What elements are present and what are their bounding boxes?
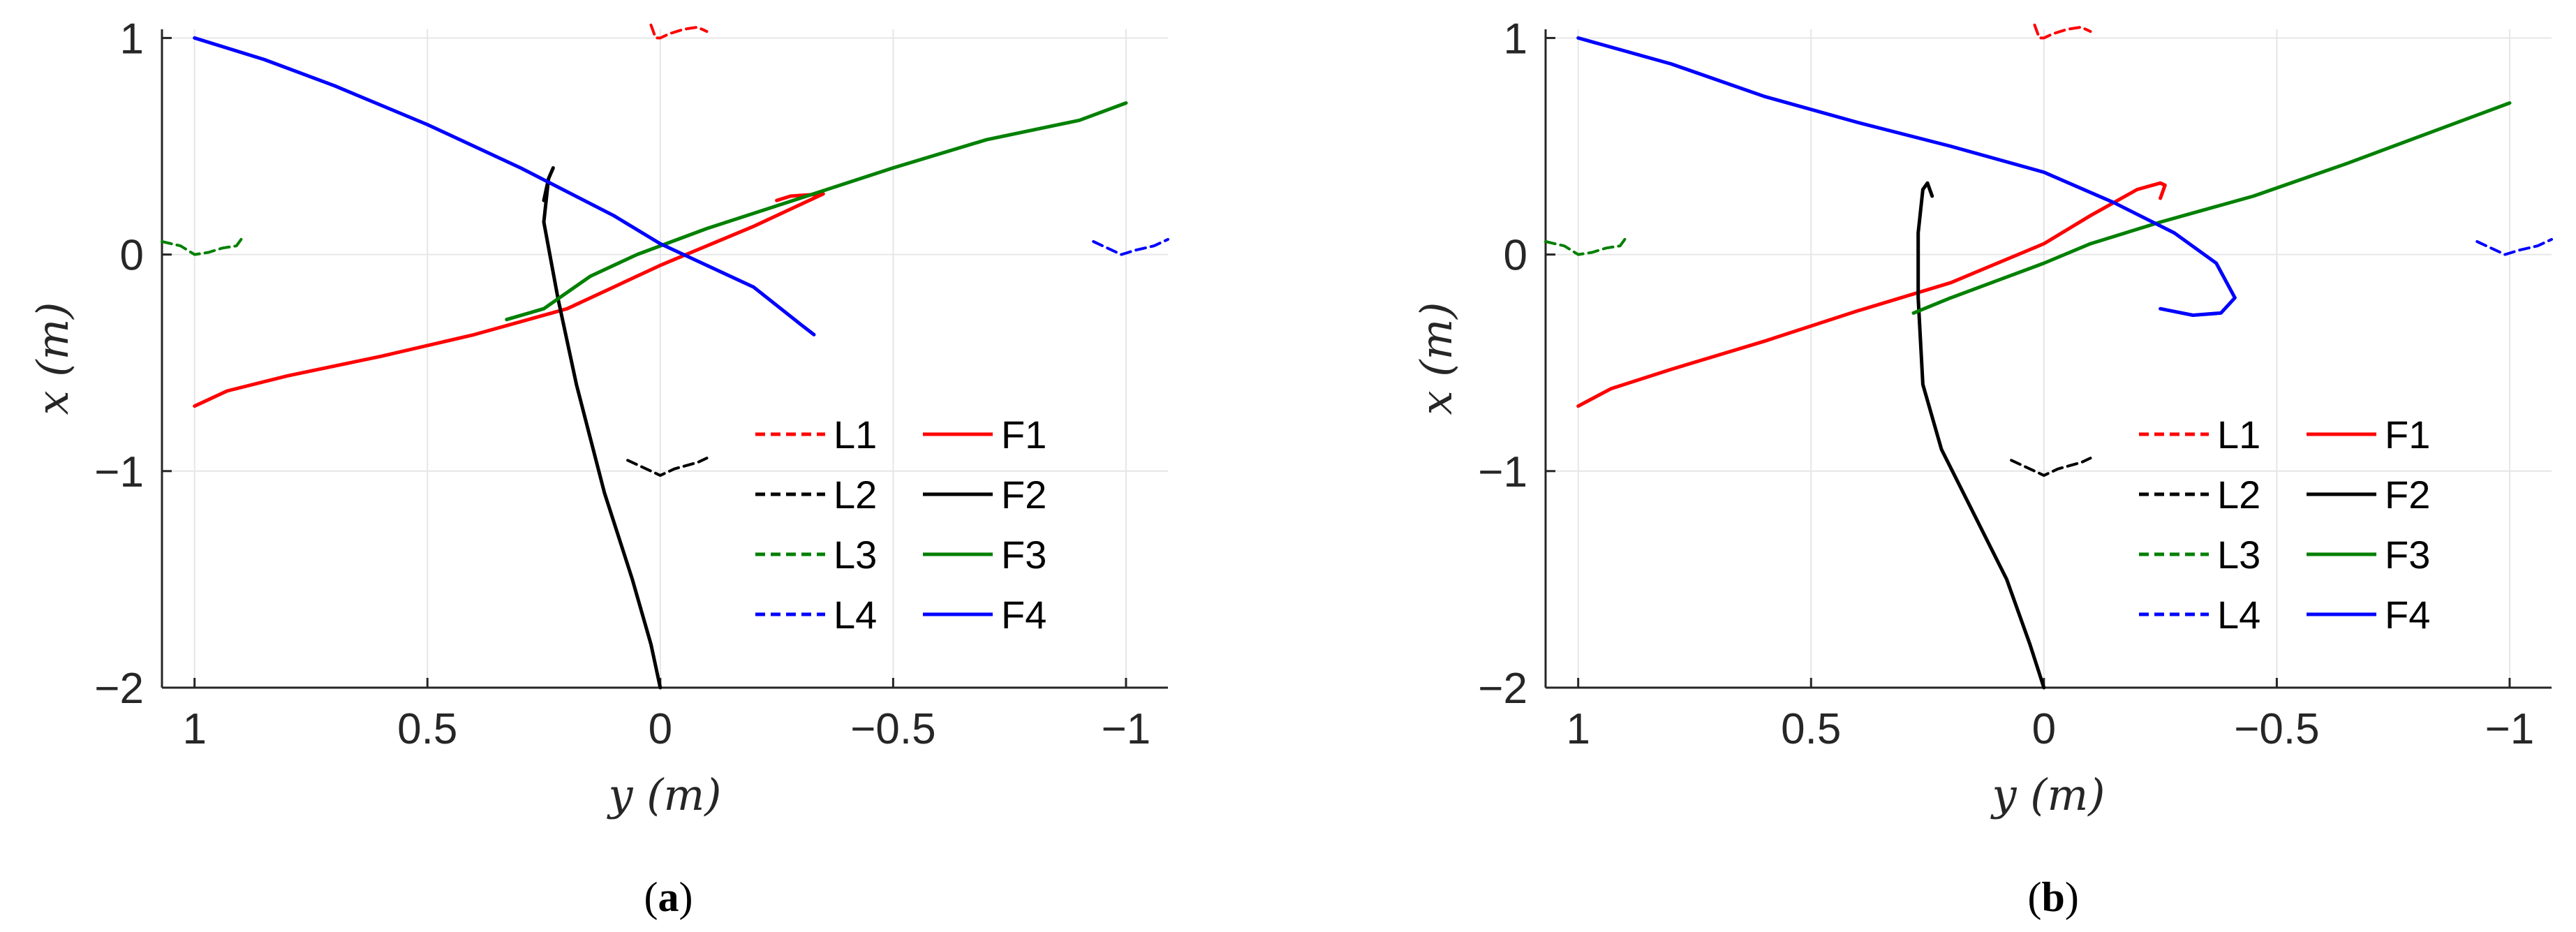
legend-label-f2: F2 <box>2385 473 2430 517</box>
chart-panel-b: 1 0.5 0 −0.5 −1 1 0 −1 −2 y (m) x (m) L1 L2 L3 L4 F1 F2 F… <box>1411 15 2553 920</box>
y-tick-label: −2 <box>1478 665 1527 713</box>
series-f4-line <box>193 36 816 336</box>
chart-panel-a: 1 0.5 0 −0.5 −1 1 0 −1 −2 y (m) x (m) L1 L2 L3 L4 F1 F2 F… <box>27 15 1169 920</box>
series-l3-line <box>161 237 243 256</box>
x-tick-label: −1 <box>1102 705 1151 753</box>
y-tick-label: −1 <box>1478 448 1527 496</box>
y-tick-label: −1 <box>94 448 144 496</box>
series-l4-line <box>1092 237 1169 256</box>
legend-label-l4: L4 <box>2217 593 2260 637</box>
legend-label-l1: L1 <box>834 413 877 457</box>
series-f2-line <box>1916 181 2046 690</box>
x-tick-label: −0.5 <box>2234 705 2319 753</box>
caption-close: ) <box>2065 874 2079 920</box>
x-tick-label: 0 <box>2032 705 2056 753</box>
legend-label-l3: L3 <box>834 533 877 577</box>
panel-caption: (b) <box>2028 874 2079 920</box>
legend-label-f3: F3 <box>1001 533 1046 577</box>
x-axis-label: y (m) <box>1990 769 2105 820</box>
legend-label-l1: L1 <box>2217 413 2260 457</box>
x-tick-label: 0 <box>649 705 672 753</box>
y-axis-label: x (m) <box>1411 302 1462 415</box>
series-f4-line <box>1576 36 2237 317</box>
series-f2-line <box>542 166 662 690</box>
series-f1-line <box>193 192 825 408</box>
legend-label-l3: L3 <box>2217 533 2260 577</box>
legend-label-f4: F4 <box>1001 593 1046 637</box>
legend-label-l2: L2 <box>2217 473 2260 517</box>
series-f3-line <box>1911 101 2512 315</box>
caption-open: ( <box>2028 874 2042 920</box>
legend-label-f2: F2 <box>1001 473 1046 517</box>
x-axis-label: y (m) <box>607 769 722 820</box>
x-tick-label: −1 <box>2485 705 2535 753</box>
series-f3-line <box>505 101 1128 322</box>
x-tick-label: −0.5 <box>850 705 935 753</box>
y-tick-label: 1 <box>120 15 144 63</box>
caption-close: ) <box>679 874 693 920</box>
series-l1-line <box>649 23 709 40</box>
series-l2-line <box>2010 457 2092 477</box>
legend-label-f3: F3 <box>2385 533 2430 577</box>
caption-open: ( <box>644 874 658 920</box>
legend-label-l4: L4 <box>834 593 877 637</box>
y-axis-label: x (m) <box>27 302 78 415</box>
series-f1-line <box>1576 181 2167 408</box>
x-tick-label: 0.5 <box>1781 705 1841 753</box>
series-l1-line <box>2033 23 2092 40</box>
y-tick-label: 1 <box>1504 15 1527 63</box>
legend-label-f4: F4 <box>2385 593 2430 637</box>
y-tick-label: −2 <box>94 665 144 713</box>
y-tick-label: 0 <box>1504 232 1527 280</box>
panel-caption: (a) <box>644 874 693 920</box>
x-tick-label: 1 <box>182 705 206 753</box>
y-tick-label: 0 <box>120 232 144 280</box>
legend-label-f1: F1 <box>2385 413 2430 457</box>
series-l3-line <box>1544 237 1627 256</box>
x-tick-label: 0.5 <box>397 705 457 753</box>
series-l2-line <box>626 457 709 477</box>
series-l4-line <box>2475 237 2553 256</box>
caption-letter: b <box>2041 874 2064 920</box>
caption-letter: a <box>658 874 679 920</box>
x-tick-label: 1 <box>1566 705 1590 753</box>
legend-label-f1: F1 <box>1001 413 1046 457</box>
legend-label-l2: L2 <box>834 473 877 517</box>
